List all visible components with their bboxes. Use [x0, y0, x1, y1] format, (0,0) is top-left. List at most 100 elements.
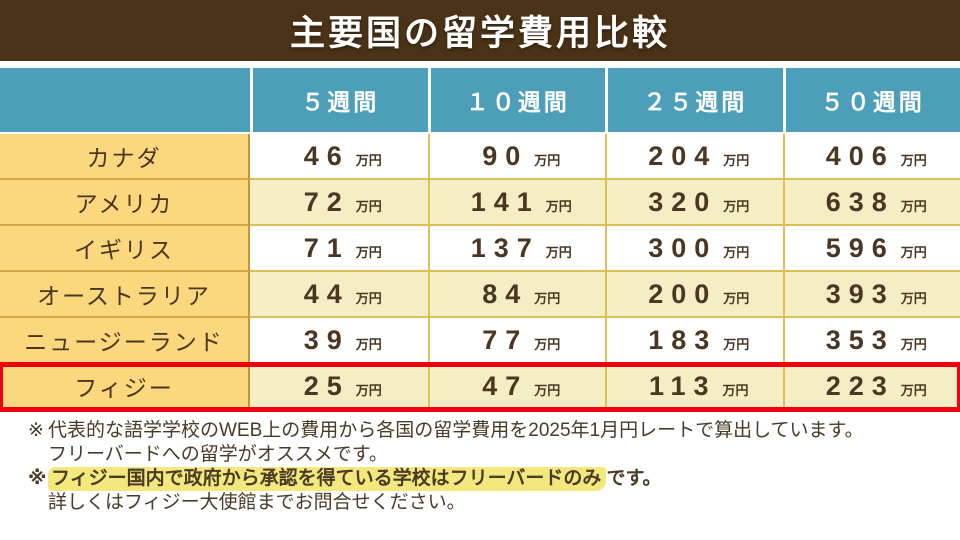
value-number: 77: [482, 325, 529, 355]
country-label: ニュージーランド: [0, 318, 250, 364]
value-cell: 183 万円: [605, 318, 783, 364]
unit-label: 万円: [723, 337, 750, 352]
unit-label: 万円: [900, 337, 927, 352]
unit-label: 万円: [545, 245, 572, 260]
table-row-uk: イギリス 71 万円 137 万円 300 万円 596 万円: [0, 226, 960, 272]
country-label: アメリカ: [0, 180, 250, 226]
unit-label: 万円: [900, 153, 927, 168]
unit-label: 万円: [723, 245, 750, 260]
note-line-4: 詳しくはフィジー大使館までお問合せください。: [0, 491, 960, 515]
value-number: 200: [648, 279, 718, 309]
value-number: 300: [648, 233, 718, 263]
value-number: 84: [482, 279, 529, 309]
country-label: オーストラリア: [0, 272, 250, 318]
unit-label: 万円: [723, 153, 750, 168]
value-cell: 353 万円: [782, 318, 960, 364]
value-number: 141: [470, 187, 540, 217]
value-cell: 39 万円: [250, 318, 428, 364]
note-marker: ※: [28, 420, 44, 441]
value-cell: 72 万円: [250, 180, 428, 226]
value-cell: 113 万円: [605, 364, 783, 410]
value-cell: 137 万円: [427, 226, 605, 272]
value-number: 204: [648, 141, 718, 171]
note-text: 詳しくはフィジー大使館までお問合せください。: [48, 492, 466, 513]
value-number: 353: [825, 325, 895, 355]
unit-label: 万円: [534, 153, 561, 168]
value-cell: 71 万円: [250, 226, 428, 272]
value-cell: 25 万円: [250, 364, 428, 410]
unit-label: 万円: [355, 245, 382, 260]
value-number: 393: [825, 279, 895, 309]
table-row-canada: カナダ 46 万円 90 万円 204 万円 406 万円: [0, 134, 960, 180]
unit-label: 万円: [355, 383, 382, 398]
value-cell: 90 万円: [427, 134, 605, 180]
unit-label: 万円: [900, 291, 927, 306]
value-number: 183: [648, 325, 718, 355]
value-cell: 300 万円: [605, 226, 783, 272]
note-marker: ※: [28, 468, 47, 489]
table-row-america: アメリカ 72 万円 141 万円 320 万円 638 万円: [0, 180, 960, 226]
note-text: 代表的な語学学校のWEB上の費用から各国の留学費用を2025年1月円レートで算出…: [48, 420, 864, 441]
value-cell: 596 万円: [782, 226, 960, 272]
value-number: 113: [648, 371, 717, 401]
unit-label: 万円: [723, 291, 750, 306]
value-cell: 141 万円: [427, 180, 605, 226]
footnotes: ※ 代表的な語学学校のWEB上の費用から各国の留学費用を2025年1月円レートで算…: [0, 419, 960, 515]
table-header-row: ５週間 １０週間 ２５週間 ５０週間: [0, 68, 960, 134]
value-cell: 84 万円: [427, 272, 605, 318]
unit-label: 万円: [355, 153, 382, 168]
value-cell: 44 万円: [250, 272, 428, 318]
value-cell: 320 万円: [605, 180, 783, 226]
note-line-2: フリーバードへの留学がオススメです。: [0, 443, 960, 467]
unit-label: 万円: [355, 199, 382, 214]
value-cell: 393 万円: [782, 272, 960, 318]
value-cell: 223 万円: [782, 364, 960, 410]
col-header-5weeks: ５週間: [250, 68, 428, 134]
value-cell: 200 万円: [605, 272, 783, 318]
unit-label: 万円: [900, 245, 927, 260]
table-row-fiji-highlighted: フィジー 25 万円 47 万円 113 万円 223 万円: [0, 362, 960, 412]
value-number: 71: [303, 233, 350, 263]
note-text: フリーバードへの留学がオススメです。: [48, 444, 388, 465]
value-cell: 406 万円: [782, 134, 960, 180]
value-number: 90: [482, 141, 529, 171]
value-cell: 204 万円: [605, 134, 783, 180]
value-number: 72: [303, 187, 350, 217]
value-number: 320: [648, 187, 718, 217]
unit-label: 万円: [545, 199, 572, 214]
highlight-mark: フィジー国内で政府から承認を得ている学校はフリーバードのみ: [48, 467, 607, 491]
value-number: 47: [482, 371, 529, 401]
cost-table: ５週間 １０週間 ２５週間 ５０週間 カナダ 46 万円 90 万円 204 万円 4…: [0, 68, 960, 412]
value-cell: 46 万円: [250, 134, 428, 180]
value-cell: 638 万円: [782, 180, 960, 226]
value-number: 137: [470, 233, 540, 263]
country-label: フィジー: [0, 364, 250, 410]
note-line-1: ※ 代表的な語学学校のWEB上の費用から各国の留学費用を2025年1月円レートで算…: [0, 419, 960, 443]
value-number: 406: [825, 141, 895, 171]
country-label: カナダ: [0, 134, 250, 180]
unit-label: 万円: [900, 383, 927, 398]
unit-label: 万円: [355, 337, 382, 352]
value-number: 39: [303, 325, 350, 355]
unit-label: 万円: [534, 383, 561, 398]
unit-label: 万円: [534, 291, 561, 306]
unit-label: 万円: [900, 199, 927, 214]
value-cell: 77 万円: [427, 318, 605, 364]
note-line-3: ※ フィジー国内で政府から承認を得ている学校はフリーバードのみ です。: [0, 467, 960, 491]
table-row-newzealand: ニュージーランド 39 万円 77 万円 183 万円 353 万円: [0, 318, 960, 364]
col-header-10weeks: １０週間: [427, 68, 605, 134]
page-title: 主要国の留学費用比較: [289, 14, 670, 53]
col-header-25weeks: ２５週間: [605, 68, 783, 134]
unit-label: 万円: [723, 199, 750, 214]
unit-label: 万円: [534, 337, 561, 352]
unit-label: 万円: [355, 291, 382, 306]
value-number: 44: [303, 279, 350, 309]
value-cell: 47 万円: [427, 364, 605, 410]
country-label: イギリス: [0, 226, 250, 272]
value-number: 638: [825, 187, 895, 217]
note-text: です。: [606, 468, 662, 489]
value-number: 46: [303, 141, 350, 171]
value-number: 223: [825, 371, 895, 401]
value-number: 596: [825, 233, 895, 263]
